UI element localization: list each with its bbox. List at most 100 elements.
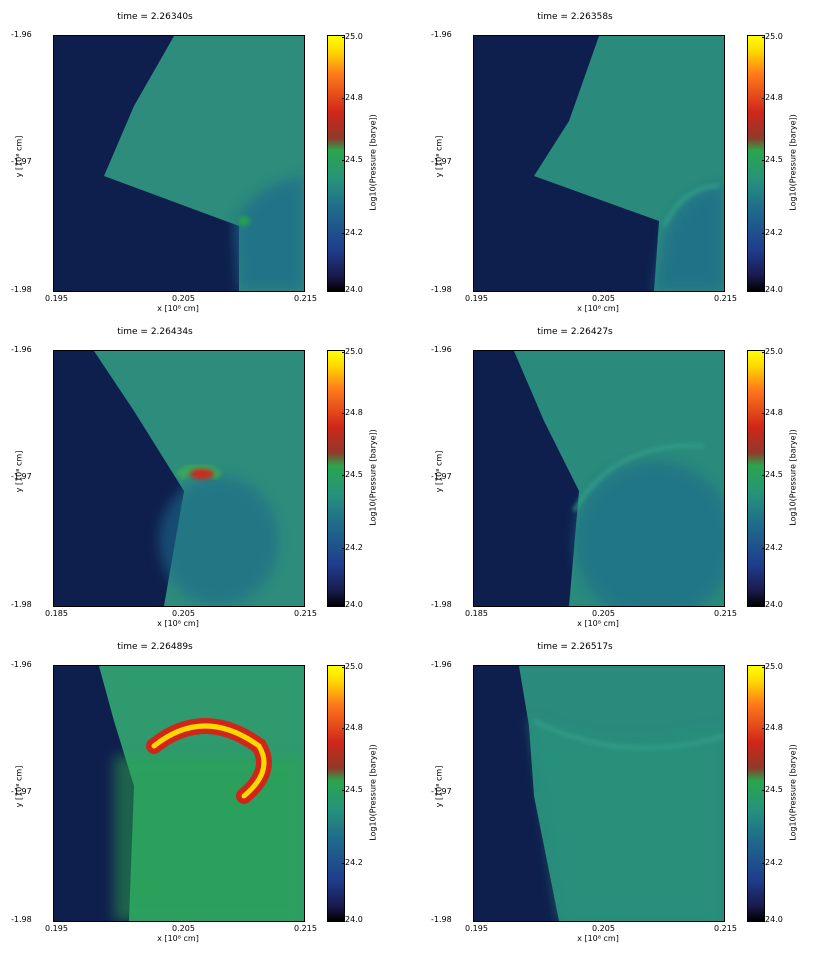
shock-front: [572, 444, 705, 512]
chart-panel-4: time = 2.26427s -1.96 -1.97 -1.98 y [10⁸ cm]…: [425, 325, 798, 630]
colorbar-tick-label: 24.5: [342, 785, 363, 794]
y-tick-label: -1.96: [11, 345, 32, 354]
colorbar-tick-label: 24.0: [342, 915, 363, 924]
chart-panel-1: time = 2.26340s -1.96 -1.97 -1.98 y [10⁸ cm]…: [5, 10, 378, 315]
shock-front: [662, 184, 720, 227]
x-tick-label: 0.185: [45, 609, 68, 618]
colorbar-tick-label: 24.0: [762, 915, 783, 924]
colorbar-tick-label: 24.8: [342, 723, 363, 732]
colorbar: [747, 665, 765, 922]
colorbar-tick-label: 24.5: [762, 155, 783, 164]
compressed-region: [114, 756, 304, 921]
colorbar-tick-label: 24.8: [342, 93, 363, 102]
chart-title: time = 2.26358s: [537, 12, 613, 22]
pressure-heatmap: [473, 350, 725, 607]
y-tick-label: -1.97: [11, 472, 32, 481]
x-tick-label: 0.195: [465, 924, 488, 933]
colorbar-tick-label: 24.2: [342, 228, 363, 237]
heatmap-canvas: [474, 666, 724, 921]
colorbar-tick-label: 24.5: [342, 470, 363, 479]
x-tick-label: 0.185: [465, 609, 488, 618]
chart-title: time = 2.26340s: [117, 12, 193, 22]
y-tick-label: -1.96: [431, 30, 452, 39]
low-pressure-region: [474, 36, 659, 291]
pressure-heatmap: [473, 665, 725, 922]
colorbar-tick-label: 24.0: [762, 600, 783, 609]
expanding-bubble: [654, 186, 724, 291]
x-axis-label: x [10⁸ cm]: [577, 304, 619, 313]
pressure-heatmap: [473, 35, 725, 292]
colorbar: [327, 665, 345, 922]
chart-panel-5: time = 2.26489s -1.96 -1.97 -1.98 y [10⁸ cm]…: [5, 640, 378, 945]
colorbar-label: Log10(Pressure [barye]): [788, 429, 798, 526]
y-tick-label: -1.98: [431, 600, 452, 609]
pressure-hotspot: [238, 216, 250, 226]
x-axis-label: x [10⁸ cm]: [577, 619, 619, 628]
expanding-bubble: [574, 461, 724, 606]
x-tick-label: 0.215: [294, 609, 317, 618]
low-pressure-region: [54, 36, 239, 291]
expanding-bubble: [159, 476, 279, 606]
heatmap-canvas: [54, 351, 304, 606]
colorbar-tick-label: 24.8: [762, 93, 783, 102]
colorbar-label: Log10(Pressure [barye]): [368, 744, 378, 841]
x-tick-label: 0.205: [172, 924, 195, 933]
chart-panel-2: time = 2.26358s -1.96 -1.97 -1.98 y [10⁸ cm]…: [425, 10, 798, 315]
colorbar-tick-label: 25.0: [342, 32, 363, 41]
y-tick-label: -1.98: [431, 285, 452, 294]
compressed-region: [529, 716, 724, 921]
colorbar-label: Log10(Pressure [barye]): [368, 114, 378, 211]
pressure-hotspot: [190, 469, 214, 479]
y-tick-label: -1.96: [431, 660, 452, 669]
colorbar-tick-label: 24.0: [762, 285, 783, 294]
y-tick-label: -1.96: [431, 345, 452, 354]
shock-halo: [176, 463, 222, 481]
y-axis-label: y [10⁸ cm]: [434, 765, 444, 808]
y-tick-label: -1.97: [11, 157, 32, 166]
y-axis-label: y [10⁸ cm]: [14, 765, 24, 808]
y-axis-label: y [10⁸ cm]: [434, 450, 444, 493]
colorbar-tick-label: 24.5: [762, 470, 783, 479]
x-tick-label: 0.195: [45, 924, 68, 933]
x-axis-label: x [10⁸ cm]: [157, 934, 199, 943]
x-tick-label: 0.215: [714, 609, 737, 618]
x-tick-label: 0.205: [592, 609, 615, 618]
pressure-arc-peak: [151, 723, 267, 799]
low-pressure-region: [54, 351, 184, 606]
colorbar-label: Log10(Pressure [barye]): [368, 429, 378, 526]
chart-title: time = 2.26434s: [117, 327, 193, 337]
expanding-bubble: [234, 176, 304, 291]
colorbar-tick-label: 25.0: [342, 662, 363, 671]
x-tick-label: 0.215: [294, 294, 317, 303]
shock-front: [533, 719, 724, 750]
x-tick-label: 0.215: [294, 924, 317, 933]
x-tick-label: 0.195: [45, 294, 68, 303]
y-tick-label: -1.98: [431, 915, 452, 924]
colorbar: [327, 35, 345, 292]
colorbar-tick-label: 24.8: [762, 408, 783, 417]
y-axis-label: y [10⁸ cm]: [14, 450, 24, 493]
colorbar-tick-label: 24.0: [342, 285, 363, 294]
x-tick-label: 0.215: [714, 294, 737, 303]
colorbar-tick-label: 24.2: [762, 858, 783, 867]
colorbar-tick-label: 24.2: [762, 228, 783, 237]
y-tick-label: -1.98: [11, 285, 32, 294]
low-pressure-region: [474, 666, 559, 921]
colorbar: [747, 35, 765, 292]
y-tick-label: -1.97: [11, 787, 32, 796]
colorbar-tick-label: 25.0: [762, 662, 783, 671]
x-tick-label: 0.215: [714, 924, 737, 933]
y-tick-label: -1.97: [431, 472, 452, 481]
x-tick-label: 0.205: [592, 294, 615, 303]
colorbar-tick-label: 24.2: [342, 858, 363, 867]
y-tick-label: -1.97: [431, 787, 452, 796]
heatmap-canvas: [54, 666, 304, 921]
chart-panel-6: time = 2.26517s -1.96 -1.97 -1.98 y [10⁸ cm]…: [425, 640, 798, 945]
y-tick-label: -1.98: [11, 915, 32, 924]
colorbar-tick-label: 24.2: [342, 543, 363, 552]
x-tick-label: 0.205: [592, 924, 615, 933]
heatmap-canvas: [474, 36, 724, 291]
colorbar-tick-label: 24.8: [762, 723, 783, 732]
chart-title: time = 2.26427s: [537, 327, 613, 337]
colorbar-tick-label: 25.0: [762, 347, 783, 356]
